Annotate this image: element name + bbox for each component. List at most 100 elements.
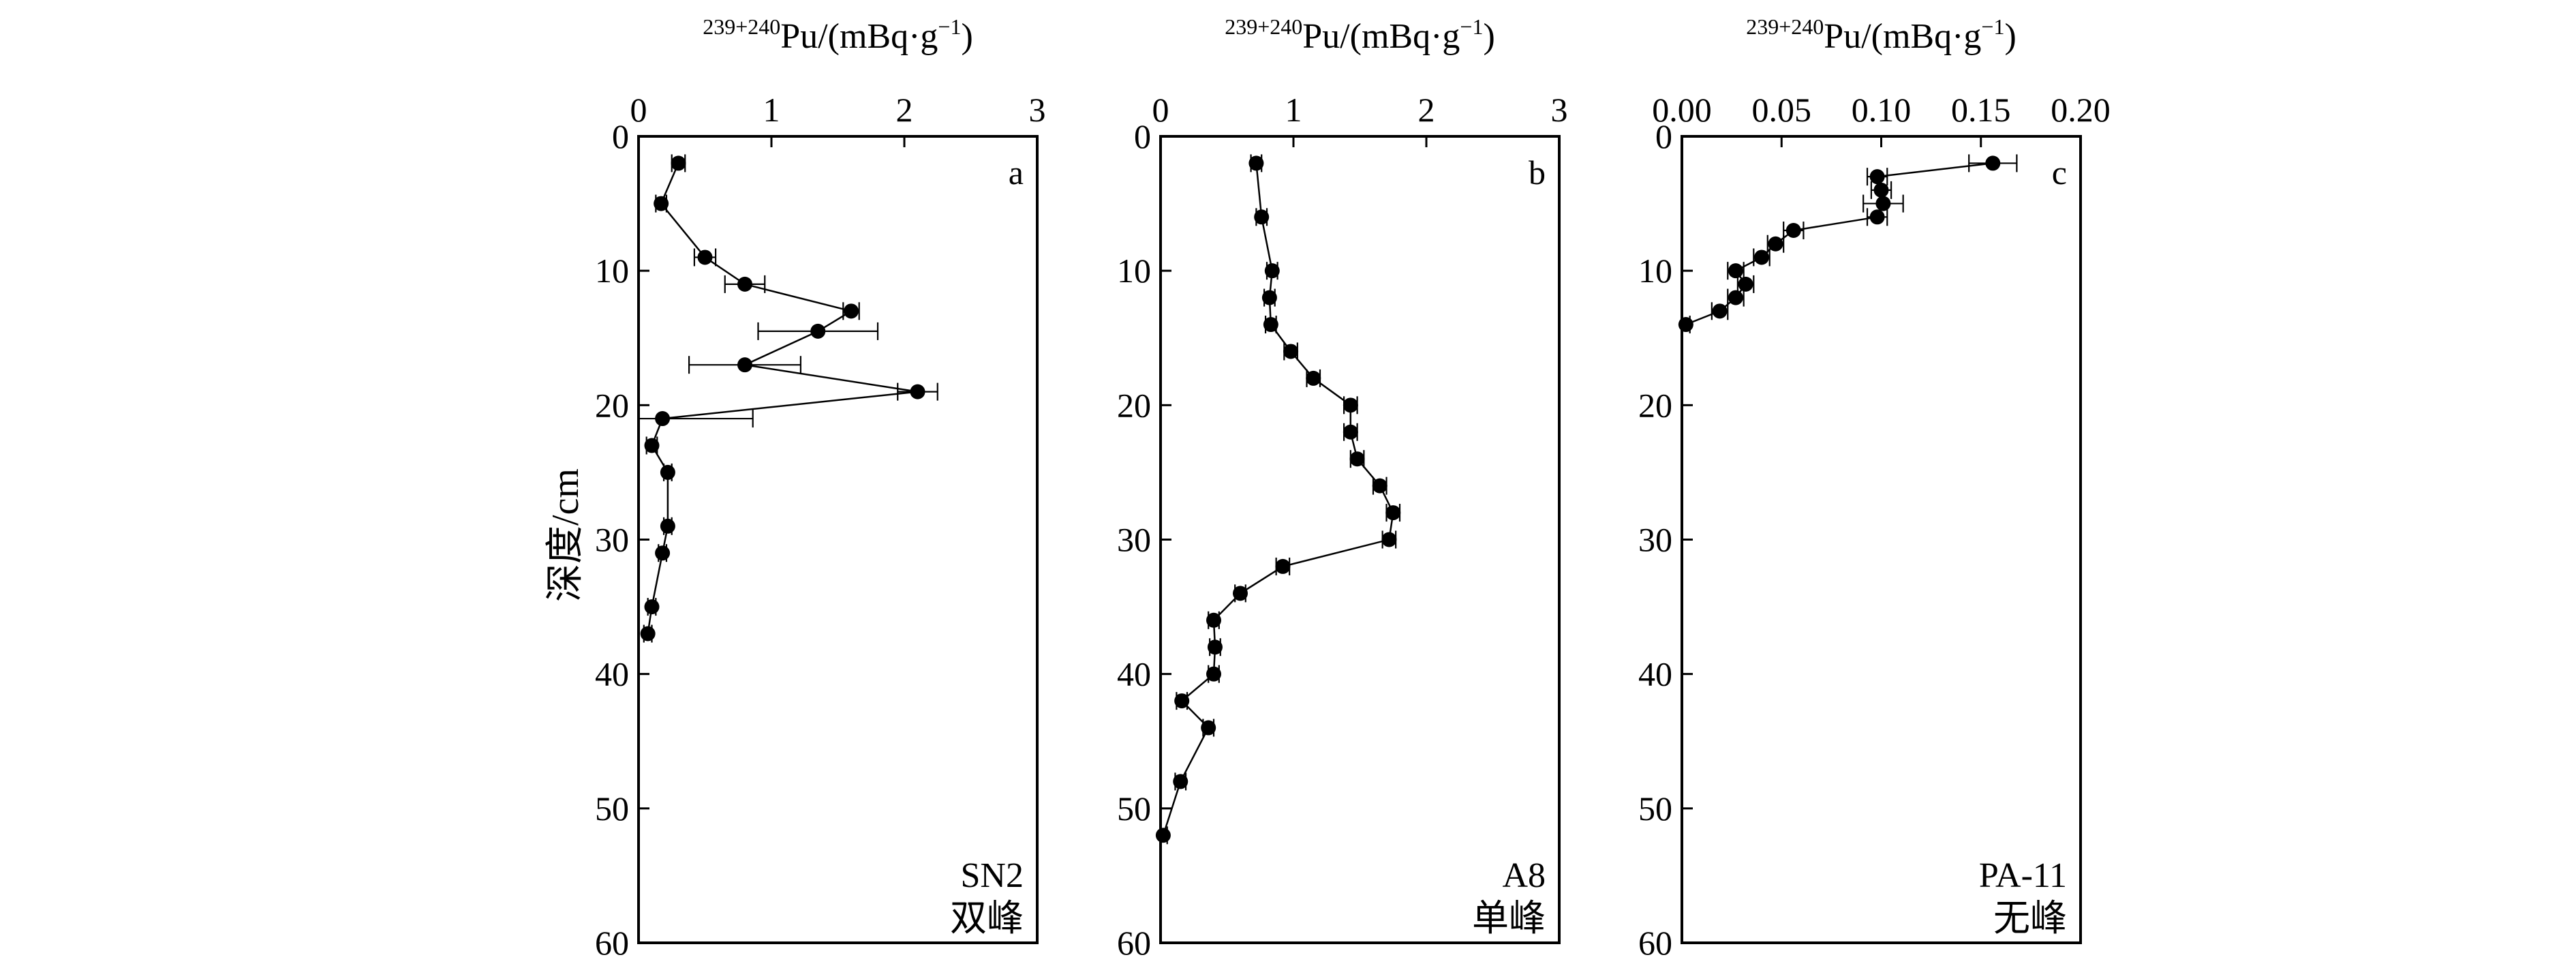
data-point-a [654, 196, 669, 211]
data-point-a [697, 250, 713, 265]
data-point-b [1343, 397, 1358, 413]
data-point-b [1343, 424, 1358, 440]
data-point-b [1283, 344, 1299, 359]
data-point-b [1174, 693, 1190, 709]
data-point-c [1985, 155, 2001, 171]
data-point-a [737, 357, 752, 373]
x-tick-label-c: 0.05 [1752, 91, 1812, 129]
peak-label-b: 单峰 [1472, 896, 1546, 939]
panel-a: 0 1 2 30102030405060239+240Pu/(mBq·g−1)aSN2… [595, 14, 1046, 962]
x-tick-label-c: 0.00 [1652, 91, 1712, 129]
data-point-c [1869, 169, 1885, 185]
data-point-c [1712, 303, 1728, 319]
x-tick-label-a: 1 [763, 91, 780, 129]
y-tick-label-c: 10 [1638, 252, 1672, 290]
panel-letter-c: c [2052, 153, 2067, 192]
y-tick-label-c: 50 [1638, 789, 1672, 828]
data-point-c [1785, 223, 1801, 239]
plot-frame-c [1681, 135, 2082, 944]
x-tick-label-c: 0.15 [1951, 91, 2011, 129]
y-tick-label-c: 20 [1638, 386, 1672, 424]
data-point-a [660, 518, 675, 534]
data-point-b [1385, 505, 1401, 521]
data-point-a [910, 384, 925, 399]
panel-b: 0 1 2 30102030405060239+240Pu/(mBq·g−1)bA8单… [1117, 14, 1568, 962]
data-point-b [1206, 666, 1221, 682]
data-point-b [1306, 370, 1321, 386]
x-tick-label-b: 0 [1152, 91, 1169, 129]
data-point-a [660, 464, 675, 480]
data-point-b [1275, 558, 1291, 574]
y-tick-label-b: 50 [1117, 789, 1151, 828]
y-tick-label-b: 40 [1117, 655, 1151, 693]
data-point-a [810, 323, 826, 339]
data-point-b [1201, 720, 1216, 736]
y-tick-label-b: 30 [1117, 521, 1151, 559]
data-point-b [1254, 209, 1270, 225]
site-label-b: A8 [1502, 856, 1546, 895]
x-tick-label-b: 2 [1418, 91, 1435, 129]
data-point-b [1261, 290, 1277, 305]
x-axis-label-a: 239+240Pu/(mBq·g−1) [703, 14, 973, 56]
y-tick-label-a: 50 [595, 789, 629, 828]
data-point-a [844, 303, 859, 319]
data-point-a [644, 438, 660, 453]
data-point-a [671, 155, 686, 171]
x-tick-label-a: 2 [896, 91, 913, 129]
data-point-a [640, 626, 656, 642]
data-point-c [1768, 236, 1783, 252]
y-tick-label-b: 20 [1117, 386, 1151, 424]
x-tick-label-a: 3 [1029, 91, 1046, 129]
data-point-c [1869, 209, 1885, 225]
y-tick-label-a: 40 [595, 655, 629, 693]
x-tick-label-a: 0 [630, 91, 647, 129]
data-point-a [737, 276, 752, 292]
site-label-a: SN2 [961, 856, 1024, 895]
y-tick-label-b: 0 [1134, 117, 1151, 155]
data-point-b [1349, 451, 1365, 467]
y-tick-label-a: 30 [595, 521, 629, 559]
y-axis-label: 深度/cm [545, 468, 587, 602]
data-point-b [1264, 263, 1280, 279]
x-tick-label-c: 0.20 [2051, 91, 2111, 129]
data-point-a [644, 599, 660, 615]
y-tick-label-a: 20 [595, 386, 629, 424]
panel-c: 0.00 0.05 0.10 0.15 0.20 0 10 20 30 40 50 60 239+240… [1638, 14, 2111, 962]
y-tick-label-b: 60 [1117, 924, 1151, 962]
y-tick-label-c: 60 [1638, 924, 1672, 962]
panels: 0 1 2 30102030405060239+240Pu/(mBq·g−1)aSN2… [595, 14, 2111, 962]
data-point-b [1248, 155, 1264, 171]
series-line-b [1162, 163, 1394, 836]
data-point-b [1206, 612, 1221, 628]
y-tick-label-a: 0 [612, 117, 629, 155]
panel-letter-b: b [1529, 153, 1546, 192]
data-point-c [1728, 290, 1743, 305]
y-tick-label-a: 10 [595, 252, 629, 290]
peak-label-a: 双峰 [950, 896, 1024, 939]
data-point-c [1875, 196, 1891, 211]
y-tick-label-c: 40 [1638, 655, 1672, 693]
data-point-b [1372, 478, 1387, 494]
data-point-c [1754, 250, 1769, 265]
y-tick-label-b: 10 [1117, 252, 1151, 290]
panel-letter-a: a [1009, 153, 1024, 192]
data-point-c [1728, 263, 1743, 279]
data-point-b [1173, 774, 1189, 789]
data-point-c [1678, 317, 1693, 333]
data-point-b [1263, 317, 1278, 333]
x-tick-label-b: 1 [1285, 91, 1302, 129]
peak-label-c: 无峰 [1993, 896, 2067, 939]
data-point-b [1155, 828, 1171, 843]
site-label-c: PA-11 [1979, 856, 2067, 895]
data-point-c [1873, 182, 1889, 198]
data-point-a [655, 411, 671, 427]
x-axis-label-b: 239+240Pu/(mBq·g−1) [1225, 14, 1495, 56]
data-point-b [1207, 639, 1223, 655]
x-axis-label-c: 239+240Pu/(mBq·g−1) [1746, 14, 2017, 56]
series-line-a [647, 162, 918, 634]
x-tick-label-b: 3 [1551, 91, 1568, 129]
x-tick-label-c: 0.10 [1852, 91, 1912, 129]
y-tick-label-c: 30 [1638, 521, 1672, 559]
y-tick-label-c: 0 [1655, 117, 1672, 155]
